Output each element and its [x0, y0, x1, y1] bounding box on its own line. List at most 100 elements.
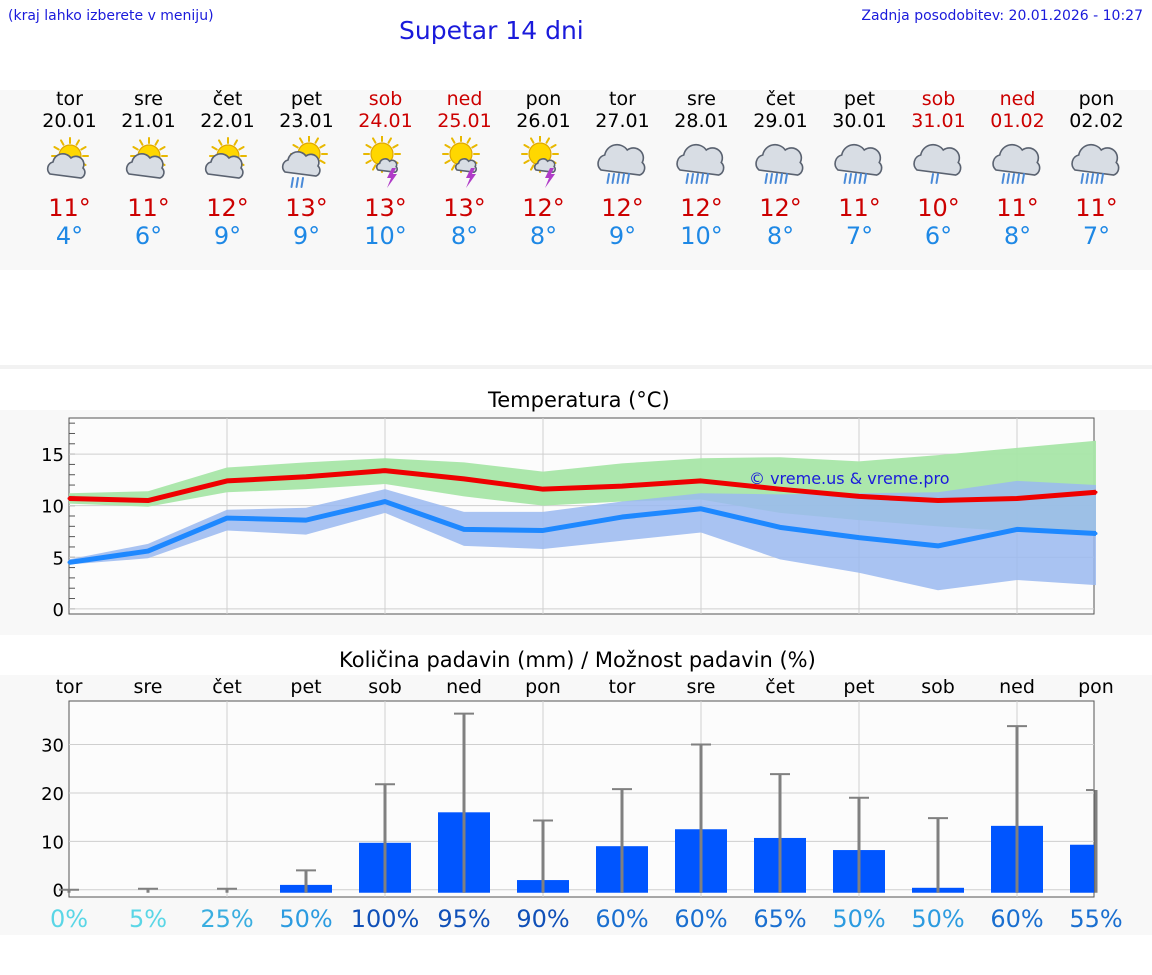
day-column: tor 27.01 12° 9°: [583, 88, 662, 250]
day-date: 20.01: [42, 110, 97, 132]
min-temperature: 10°: [680, 222, 723, 250]
data-point: [857, 536, 861, 540]
precipitation-chart: 0 10 20 30 tor sre čet pet sob ned pon tor sre čet pet…: [41, 676, 1123, 933]
day-date: 23.01: [279, 110, 334, 132]
location-hint[interactable]: (kraj lahko izberete v meniju): [8, 8, 214, 24]
min-temperature: 9°: [292, 222, 321, 250]
x-category-label: tor: [56, 676, 83, 698]
data-point: [541, 528, 545, 532]
day-date: 27.01: [595, 110, 650, 132]
min-temperature: 8°: [529, 222, 558, 250]
precipitation-probability: 60%: [990, 905, 1043, 933]
x-category-label: sre: [687, 676, 716, 698]
min-temperature: 9°: [213, 222, 242, 250]
min-temperature: 8°: [766, 222, 795, 250]
max-temperature: 12°: [759, 194, 802, 222]
data-point: [304, 518, 308, 522]
x-category-label: ned: [999, 676, 1035, 698]
min-temperature: 7°: [1082, 222, 1111, 250]
day-column: sob 24.01 13° 10°: [346, 88, 425, 250]
data-point: [383, 469, 387, 473]
last-updated: Zadnja posodobitev: 20.01.2026 - 10:27: [861, 8, 1143, 24]
day-column: ned 25.01 13° 8°: [425, 88, 504, 250]
day-column: sre 21.01 11° 6°: [109, 88, 188, 250]
max-temperature: 11°: [127, 194, 170, 222]
x-category-label: čet: [765, 676, 795, 698]
min-temperature: 10°: [364, 222, 407, 250]
min-temperature: 9°: [608, 222, 637, 250]
x-category-label: pet: [843, 676, 874, 698]
day-date: 25.01: [437, 110, 492, 132]
max-temperature: 11°: [996, 194, 1039, 222]
divider: [0, 365, 1152, 369]
max-temperature: 12°: [522, 194, 565, 222]
sun-cloud-icon: [46, 137, 89, 179]
daily-forecast-band: [0, 90, 1152, 270]
min-temperature: 8°: [1003, 222, 1032, 250]
precipitation-bar: [1070, 844, 1094, 893]
cloud-rain-icon: [754, 143, 803, 184]
day-name: čet: [212, 88, 243, 110]
precipitation-probability: 60%: [674, 905, 727, 933]
day-name: tor: [56, 88, 83, 110]
cloud-rain-icon: [991, 143, 1040, 184]
day-name: sob: [368, 88, 403, 110]
data-point: [778, 487, 782, 491]
x-category-label: pon: [525, 676, 561, 698]
x-category-label: čet: [212, 676, 242, 698]
cloud-rain-icon: [675, 143, 724, 184]
day-column: ned 01.02 11° 8°: [978, 88, 1057, 250]
precipitation-probability: 5%: [129, 905, 167, 933]
day-column: čet 22.01 12° 9°: [188, 88, 267, 250]
day-column: pet 30.01 11° 7°: [820, 88, 899, 250]
temperature-chart-title: Temperatura (°C): [488, 388, 670, 412]
x-category-label: sre: [134, 676, 163, 698]
precipitation-probability: 100%: [351, 905, 420, 933]
data-point: [936, 499, 940, 503]
min-temperature-line: [68, 499, 1097, 565]
sun-cloud-rain-icon: [281, 136, 328, 188]
precipitation-probability: 60%: [595, 905, 648, 933]
y-tick-label: 0: [53, 881, 64, 902]
x-category-label: pet: [290, 676, 321, 698]
data-point: [146, 549, 150, 553]
sun-thunder-icon: [362, 136, 401, 188]
sun-thunder-icon: [520, 136, 559, 188]
day-date: 29.01: [753, 110, 808, 132]
x-category-label: pon: [1078, 676, 1114, 698]
data-point: [778, 525, 782, 529]
day-column: pon 02.02 11° 7°: [1057, 88, 1136, 250]
max-temperature: 12°: [206, 194, 249, 222]
temperature-chart: 0 5 10 15 © vreme.us & vreme.pro: [41, 417, 1098, 621]
data-point: [1094, 490, 1098, 494]
y-tick-label: 5: [53, 548, 64, 569]
day-date: 24.01: [358, 110, 413, 132]
precipitation-probability: 0%: [50, 905, 88, 933]
max-temperature: 11°: [1075, 194, 1118, 222]
data-point: [146, 499, 150, 503]
day-column: sre 28.01 12° 10°: [662, 88, 741, 250]
sun-cloud-icon: [204, 137, 247, 179]
data-point: [1015, 496, 1019, 500]
data-point: [67, 560, 71, 564]
y-tick-label: 20: [41, 784, 64, 805]
day-name: pet: [290, 88, 323, 110]
day-column: pon 26.01 12° 8°: [504, 88, 583, 250]
day-date: 26.01: [516, 110, 571, 132]
precipitation-probability: 65%: [753, 905, 806, 933]
precipitation-probability: 50%: [832, 905, 885, 933]
day-column: čet 29.01 12° 8°: [741, 88, 820, 250]
data-point: [462, 527, 466, 531]
daily-forecast-row: tor 20.01 11° 4° sre 21.01 11° 6° čet 22.01 12° 9° p…: [0, 88, 1152, 258]
day-column: pet 23.01 13° 9°: [267, 88, 346, 250]
day-date: 30.01: [832, 110, 887, 132]
sun-thunder-icon: [441, 136, 480, 188]
max-temperature: 13°: [364, 194, 407, 222]
day-name: sre: [134, 88, 163, 110]
day-date: 21.01: [121, 110, 176, 132]
precipitation-probability: 95%: [437, 905, 490, 933]
y-tick-label: 10: [41, 832, 64, 853]
day-name: ned: [446, 88, 483, 110]
data-point: [541, 487, 545, 491]
day-name: sob: [921, 88, 956, 110]
